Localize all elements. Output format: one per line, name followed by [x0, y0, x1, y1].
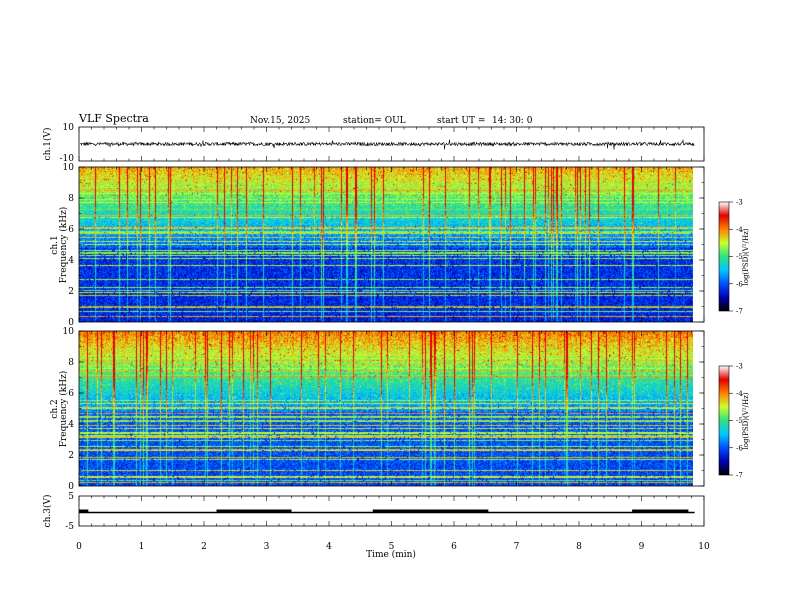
ch3-ytick-top: 5 [68, 492, 74, 502]
x-tick-label: 4 [326, 542, 332, 552]
ch1-spectrogram-image [79, 167, 693, 322]
x-tick-label: 0 [76, 542, 82, 552]
ch2-spectrogram-image [79, 331, 693, 486]
colorbar-tick-label: -6 [736, 280, 743, 288]
ch1-colorbar-gradient [718, 201, 730, 312]
colorbar-tick-label: -7 [736, 472, 743, 480]
ch1-spectrogram-ticks [78, 167, 705, 322]
ch2-spectrogram-image-holder [79, 331, 693, 486]
y-tick-label: 0 [68, 318, 74, 328]
y-tick-label: 10 [63, 327, 75, 337]
ch1-spectrogram-image-holder [79, 167, 693, 322]
ch3-active-segment [632, 509, 689, 513]
colorbar-tick-label: -6 [736, 444, 743, 452]
ch3-active-segment [216, 509, 292, 513]
ch1-colorbar-ticks: -7 -6 -5 -4 -3 [729, 199, 743, 316]
ch2-spec-ylabel-channel: ch.2 [50, 399, 60, 418]
x-tick-label: 7 [514, 542, 520, 552]
colorbar-tick-label: -4 [736, 226, 743, 234]
ch1-waveform-trace [80, 139, 695, 150]
colorbar-tick-label: -4 [736, 390, 743, 398]
x-axis-label: Time (min) [366, 549, 416, 560]
ch3-signal-panel: 5 -5 ch.3(V) [42, 492, 705, 532]
ch1-waveform-ticks [78, 127, 705, 161]
x-axis-tick-labels: 0 1 2 3 4 5 6 7 8 9 10 [76, 542, 710, 552]
ch3-signal-ticks [78, 496, 705, 526]
colorbar-tick-label: -5 [736, 417, 743, 425]
ch3-active-segment [79, 509, 89, 513]
y-tick-label: 4 [68, 420, 74, 430]
y-tick-label: 2 [68, 451, 74, 461]
x-tick-label: 5 [389, 542, 395, 552]
ch3-ylabel: ch.3(V) [42, 495, 53, 528]
ch1-ytick-top: 10 [63, 123, 75, 133]
ch2-colorbar: -7 -6 -5 -4 -3 log(PSD)(V²/Hz) [718, 363, 750, 480]
y-tick-label: 0 [68, 482, 74, 492]
ch1-ytick-bottom: -10 [60, 154, 75, 164]
ch1-ylabel: ch.1(V) [42, 128, 53, 161]
figure-title: VLF Spectra [78, 112, 149, 125]
ch3-ytick-bottom: -5 [65, 522, 74, 532]
ch2-spectrogram-panel: 0 2 4 6 8 10 ch.2 Frequency (kHz) -7 -6 -5 -4 -3 … [50, 327, 750, 492]
ch3-active-segment [372, 509, 489, 513]
ch2-colorbar-gradient [718, 365, 730, 476]
x-tick-label: 1 [139, 542, 145, 552]
ch2-colorbar-label: log(PSD)(V²/Hz) [742, 392, 750, 449]
ch1-colorbar-label: log(PSD)(V²/Hz) [742, 228, 750, 285]
ch1-spectrogram-panel: 0 2 4 6 8 10 ch.1 Frequency (kHz) -7 -6 -5 -4 -3 … [50, 163, 750, 328]
colorbar-tick-label: -3 [736, 363, 743, 371]
date-label: Nov.15, 2025 [250, 116, 311, 126]
x-tick-label: 6 [451, 542, 457, 552]
ch1-colorbar: -7 -6 -5 -4 -3 log(PSD)(V²/Hz) [718, 199, 750, 316]
start-ut-label: start UT = [437, 116, 485, 126]
y-tick-label: 8 [68, 358, 74, 368]
x-tick-label: 8 [576, 542, 582, 552]
x-tick-label: 10 [698, 542, 710, 552]
ch3-signal-trace [79, 509, 695, 514]
station-label: station= OUL [343, 116, 406, 126]
ch2-spec-ylabel-freq: Frequency (kHz) [58, 371, 69, 448]
x-tick-label: 3 [264, 542, 270, 552]
colorbar-tick-label: -3 [736, 199, 743, 207]
y-tick-label: 10 [63, 163, 75, 173]
y-tick-label: 8 [68, 194, 74, 204]
ch2-spectrogram-ticks [78, 331, 705, 486]
ch1-spec-ylabel-freq: Frequency (kHz) [58, 207, 69, 284]
colorbar-tick-label: -5 [736, 253, 743, 261]
ch1-spectrogram-yticks: 0 2 4 6 8 10 [63, 163, 704, 328]
ch2-spectrogram-yticks: 0 2 4 6 8 10 [63, 327, 704, 492]
ch1-waveform-panel: 10 -10 ch.1(V) [42, 123, 705, 164]
ch2-colorbar-ticks: -7 -6 -5 -4 -3 [729, 363, 743, 480]
y-tick-label: 2 [68, 287, 74, 297]
colorbar-tick-label: -7 [736, 308, 743, 316]
x-tick-label: 2 [201, 542, 207, 552]
x-tick-label: 9 [639, 542, 645, 552]
y-tick-label: 6 [68, 389, 74, 399]
y-tick-label: 4 [68, 256, 74, 266]
y-tick-label: 6 [68, 225, 74, 235]
start-ut-value: 14: 30: 0 [492, 116, 533, 126]
ch1-spec-ylabel-channel: ch.1 [50, 235, 60, 254]
